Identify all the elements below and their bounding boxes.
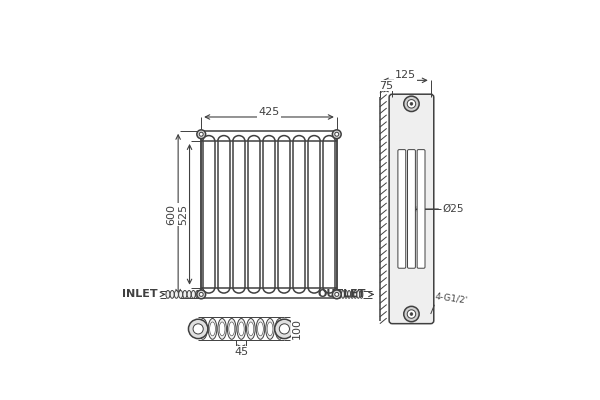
Ellipse shape <box>175 290 178 298</box>
Circle shape <box>410 313 413 316</box>
Circle shape <box>197 290 206 299</box>
Ellipse shape <box>341 290 344 298</box>
Ellipse shape <box>170 290 174 298</box>
Circle shape <box>335 292 339 296</box>
Ellipse shape <box>191 290 196 298</box>
Ellipse shape <box>256 318 265 339</box>
Text: OUTLET: OUTLET <box>317 290 366 299</box>
Ellipse shape <box>179 290 182 298</box>
FancyBboxPatch shape <box>398 150 406 268</box>
Text: 75: 75 <box>379 80 393 90</box>
Circle shape <box>332 290 341 299</box>
Ellipse shape <box>247 318 255 339</box>
Circle shape <box>193 324 203 334</box>
Circle shape <box>275 319 294 338</box>
Text: 600: 600 <box>166 204 176 225</box>
Text: Ø25: Ø25 <box>442 204 464 214</box>
FancyBboxPatch shape <box>417 150 425 268</box>
Ellipse shape <box>200 322 206 336</box>
Ellipse shape <box>360 290 363 298</box>
Ellipse shape <box>166 290 170 298</box>
Circle shape <box>332 130 341 139</box>
FancyBboxPatch shape <box>407 150 415 268</box>
Ellipse shape <box>347 290 350 298</box>
Text: 4-G1/2': 4-G1/2' <box>434 291 469 305</box>
Ellipse shape <box>344 290 347 298</box>
Ellipse shape <box>196 290 200 298</box>
Ellipse shape <box>257 322 263 336</box>
Text: 525: 525 <box>178 204 188 225</box>
Circle shape <box>199 292 203 296</box>
Ellipse shape <box>350 290 353 298</box>
Text: 45: 45 <box>234 346 248 356</box>
Ellipse shape <box>187 290 191 298</box>
Circle shape <box>407 310 416 318</box>
Circle shape <box>404 96 419 112</box>
FancyBboxPatch shape <box>389 94 434 324</box>
Circle shape <box>199 132 203 136</box>
Ellipse shape <box>209 322 215 336</box>
Ellipse shape <box>227 318 236 339</box>
Ellipse shape <box>277 322 283 336</box>
Text: 100: 100 <box>292 318 302 339</box>
Ellipse shape <box>199 318 207 339</box>
Ellipse shape <box>208 318 217 339</box>
Ellipse shape <box>248 322 254 336</box>
Ellipse shape <box>338 290 341 298</box>
Ellipse shape <box>218 318 226 339</box>
Ellipse shape <box>229 322 235 336</box>
Ellipse shape <box>183 290 187 298</box>
Ellipse shape <box>357 290 360 298</box>
Ellipse shape <box>354 290 357 298</box>
Circle shape <box>188 319 208 338</box>
Circle shape <box>410 102 413 105</box>
Text: 425: 425 <box>259 107 280 117</box>
Text: INLET: INLET <box>122 290 158 299</box>
Ellipse shape <box>238 322 244 336</box>
Circle shape <box>197 130 206 139</box>
Circle shape <box>280 324 289 334</box>
Ellipse shape <box>266 318 274 339</box>
Circle shape <box>407 100 416 108</box>
Ellipse shape <box>275 318 284 339</box>
Ellipse shape <box>237 318 245 339</box>
Circle shape <box>404 306 419 322</box>
Ellipse shape <box>219 322 225 336</box>
Circle shape <box>335 132 339 136</box>
Ellipse shape <box>267 322 273 336</box>
Text: 125: 125 <box>395 70 416 80</box>
